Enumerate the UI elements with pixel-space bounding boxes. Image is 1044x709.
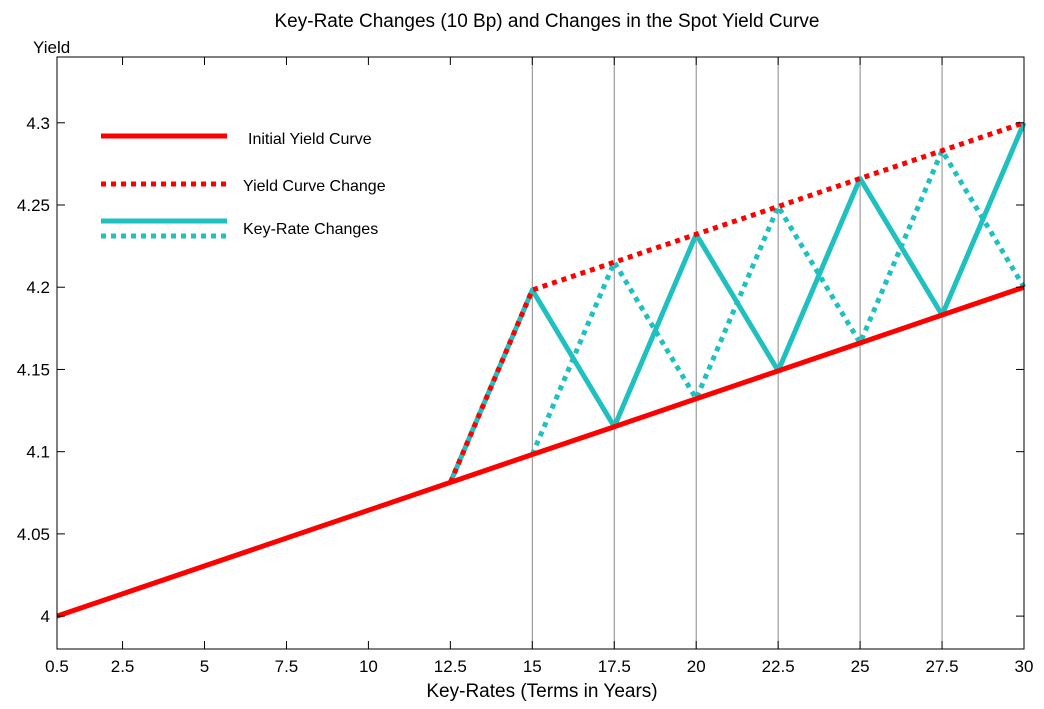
y-tick-label: 4.05 [17, 525, 50, 544]
x-tick-label: 15 [523, 657, 542, 676]
x-tick-label: 0.5 [45, 657, 69, 676]
x-tick-label: 7.5 [275, 657, 299, 676]
y-tick-label: 4.1 [26, 443, 50, 462]
y-tick-label: 4.3 [26, 114, 50, 133]
x-axis-label: Key-Rates (Terms in Years) [426, 681, 657, 702]
y-tick-label: 4.2 [26, 278, 50, 297]
legend-label-key-rate: Key-Rate Changes [243, 221, 378, 238]
x-tick-label: 27.5 [926, 657, 959, 676]
y-axis-label: Yield [33, 38, 70, 57]
legend-label-initial: Initial Yield Curve [248, 131, 372, 148]
series-line-1 [448, 120, 1025, 484]
legend: Initial Yield Curve Yield Curve Change K… [101, 131, 386, 239]
x-tick-label: 20 [687, 657, 706, 676]
x-tick-label: 17.5 [598, 657, 631, 676]
series-line-0 [56, 284, 1025, 619]
x-tick-label: 22.5 [762, 657, 795, 676]
x-tick-label: 30 [1015, 657, 1034, 676]
x-tick-label: 25 [851, 657, 870, 676]
axis-ticks: 0.5 2.5 5 7.5 10 12.5 15 17.5 20 22.5 25 27.5 30 4 4.0… [17, 57, 1034, 676]
x-tick-label: 2.5 [111, 657, 135, 676]
y-tick-label: 4.15 [17, 360, 50, 379]
x-tick-label: 12.5 [434, 657, 467, 676]
series-line-2 [448, 121, 1027, 484]
x-tick-label: 10 [359, 657, 378, 676]
plot-frame [56, 56, 1025, 650]
chart-title: Key-Rate Changes (10 Bp) and Changes in … [275, 11, 820, 32]
y-tick-label: 4.25 [17, 196, 50, 215]
legend-label-yield-change: Yield Curve Change [243, 178, 386, 195]
x-tick-label: 5 [200, 657, 209, 676]
y-tick-label: 4 [41, 607, 50, 626]
series-layer [56, 120, 1027, 619]
